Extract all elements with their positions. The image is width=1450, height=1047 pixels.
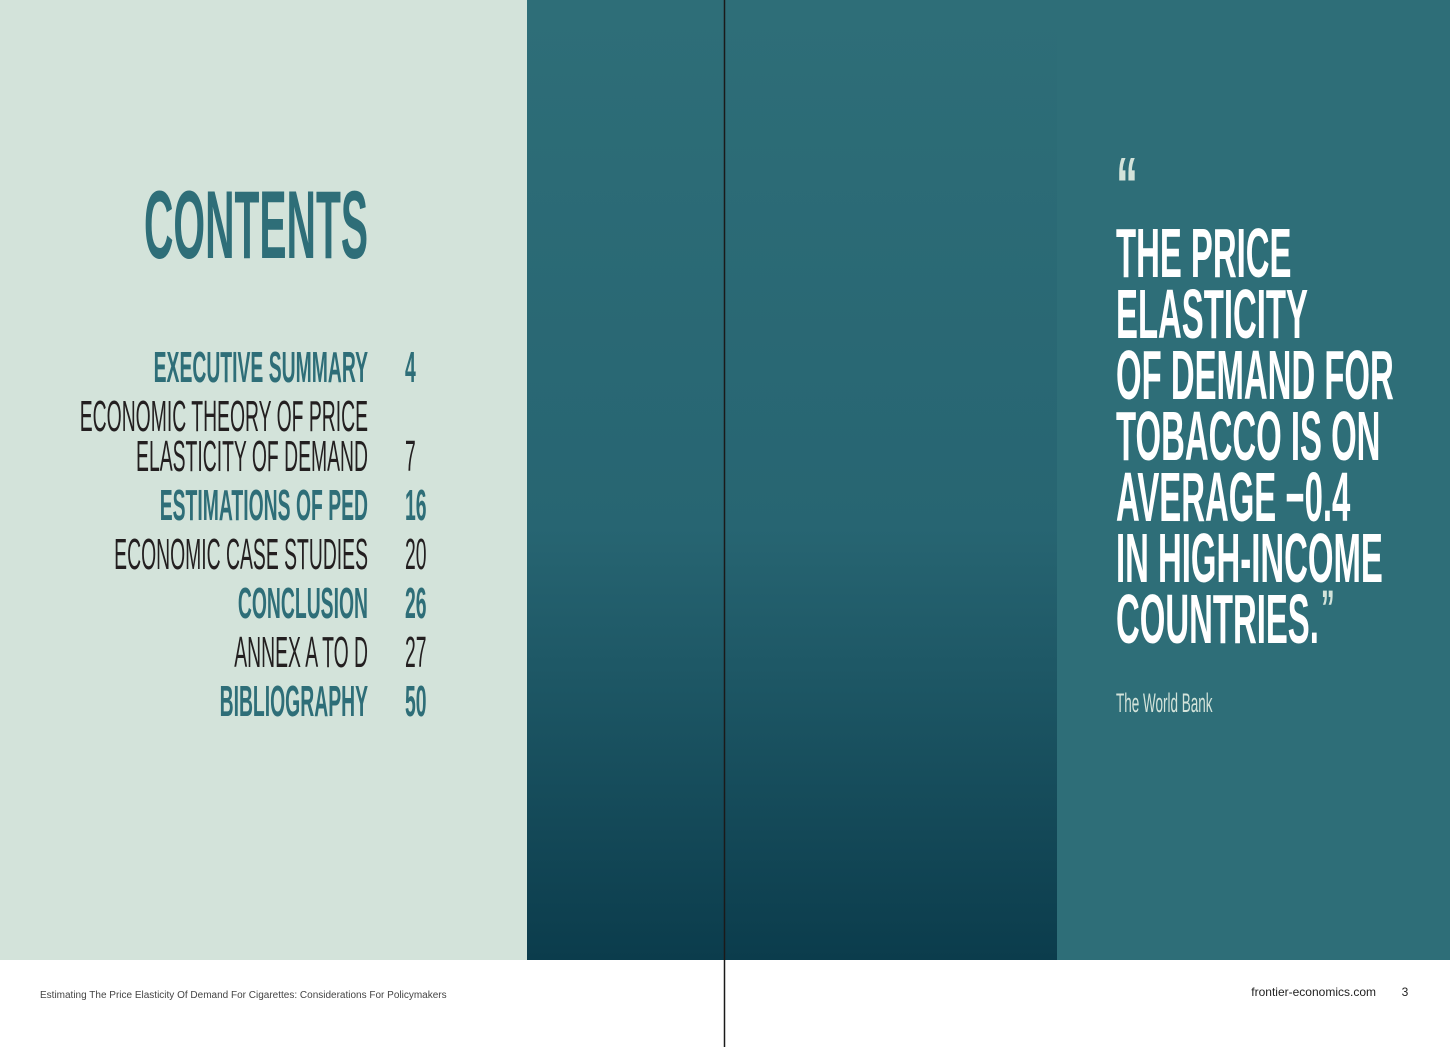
quote-line: COUNTRIES. — [1116, 579, 1319, 658]
toc-entry: BIBLIOGRAPHY — [220, 677, 369, 726]
quote-line: IN HIGH-INCOME — [1116, 518, 1383, 597]
quote-source-group: The World Bank — [1116, 688, 1213, 718]
quote-line: AVERAGE −0.4 — [1116, 457, 1351, 536]
toc-entry: ECONOMIC CASE STUDIES — [114, 530, 368, 579]
quote-line-group: ELASTICITY — [1116, 274, 1308, 353]
quote-line-group: OF DEMAND FOR — [1116, 335, 1394, 414]
left-panel — [0, 0, 527, 960]
open-quote: “ — [1116, 141, 1138, 230]
toc-entry: ECONOMIC THEORY OF PRICE — [80, 392, 368, 441]
toc-entry: CONCLUSION — [238, 579, 368, 628]
toc-entry: ESTIMATIONS OF PED — [160, 481, 368, 530]
contents-heading: CONTENTS — [144, 171, 368, 279]
toc-page-number: 4 — [405, 343, 416, 392]
toc-page: 27 — [405, 628, 427, 677]
toc-page-number: 50 — [405, 677, 427, 726]
toc-page: 16 — [405, 481, 427, 530]
toc-page-number: 26 — [405, 579, 427, 628]
quote-line: TOBACCO IS ON — [1116, 396, 1380, 475]
close-quote-mark: ” — [1321, 579, 1335, 636]
toc-title: ESTIMATIONS OF PED — [160, 481, 368, 530]
toc-title: ECONOMIC CASE STUDIES — [114, 530, 368, 579]
toc-page-number: 20 — [405, 530, 427, 579]
quote-line-group: IN HIGH-INCOME — [1116, 518, 1383, 597]
quote-line: THE PRICE — [1116, 213, 1291, 292]
toc-title: ECONOMIC THEORY OF PRICE — [80, 392, 368, 441]
toc-title: BIBLIOGRAPHY — [220, 677, 369, 726]
contents-title: CONTENTS — [144, 171, 368, 279]
toc-page: 4 — [405, 343, 416, 392]
footer-website: frontier-economics.com — [1251, 985, 1376, 999]
toc-page-number: 16 — [405, 481, 427, 530]
toc-entry: ANNEX A TO D — [234, 628, 368, 677]
toc-entry: ELASTICITY OF DEMAND — [136, 432, 368, 481]
toc-title: CONCLUSION — [238, 579, 368, 628]
close-quote: ” — [1321, 579, 1335, 636]
quote-panel — [1057, 0, 1450, 960]
toc-title: ELASTICITY OF DEMAND — [136, 432, 368, 481]
toc-title: EXECUTIVE SUMMARY — [154, 343, 369, 392]
toc-title: ANNEX A TO D — [234, 628, 368, 677]
quote-source: The World Bank — [1116, 688, 1213, 718]
toc-entry: EXECUTIVE SUMMARY — [154, 343, 369, 392]
toc-page: 26 — [405, 579, 427, 628]
footer-page-number: 3 — [1402, 985, 1409, 999]
quote-line-group: THE PRICE — [1116, 213, 1291, 292]
quote-line: OF DEMAND FOR — [1116, 335, 1394, 414]
toc-page: 50 — [405, 677, 427, 726]
quote-line-group: AVERAGE −0.4 — [1116, 457, 1351, 536]
toc-page-number: 27 — [405, 628, 427, 677]
toc-page-number: 7 — [405, 432, 416, 481]
pattern-panel — [527, 0, 1057, 960]
toc-page: 7 — [405, 432, 416, 481]
toc-page: 20 — [405, 530, 427, 579]
quote-line: ELASTICITY — [1116, 274, 1308, 353]
toc: EXECUTIVE SUMMARY 4 ECONOMIC THEORY OF PRI… — [80, 343, 427, 726]
quote-line-group: COUNTRIES. — [1116, 579, 1319, 658]
open-quote-mark: “ — [1116, 141, 1138, 230]
quote-line-group: TOBACCO IS ON — [1116, 396, 1380, 475]
footer-title: Estimating The Price Elasticity Of Deman… — [40, 990, 447, 1001]
